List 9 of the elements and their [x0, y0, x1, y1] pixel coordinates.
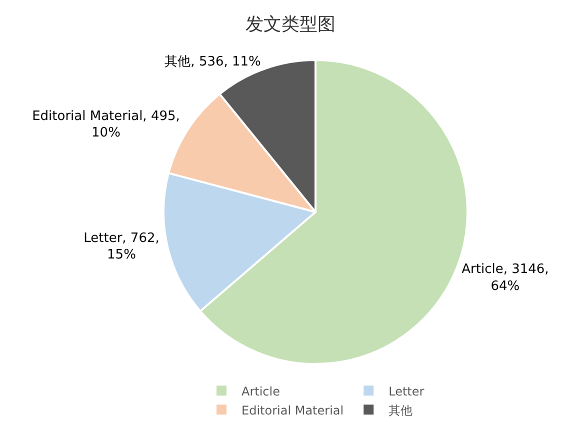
legend-label: Editorial Material [242, 403, 344, 418]
data-label: Article, 3146, 64% [462, 262, 549, 294]
data-label: Editorial Material, 495, 10% [32, 108, 180, 141]
data-label: 其他, 536, 11% [164, 54, 261, 70]
legend-label: 其他 [388, 403, 413, 418]
data-label: Letter, 762, 15% [84, 230, 160, 263]
legend-label: Letter [388, 384, 424, 398]
chart-title: 发文类型图 [246, 14, 336, 36]
legend-label: Article [242, 384, 280, 398]
